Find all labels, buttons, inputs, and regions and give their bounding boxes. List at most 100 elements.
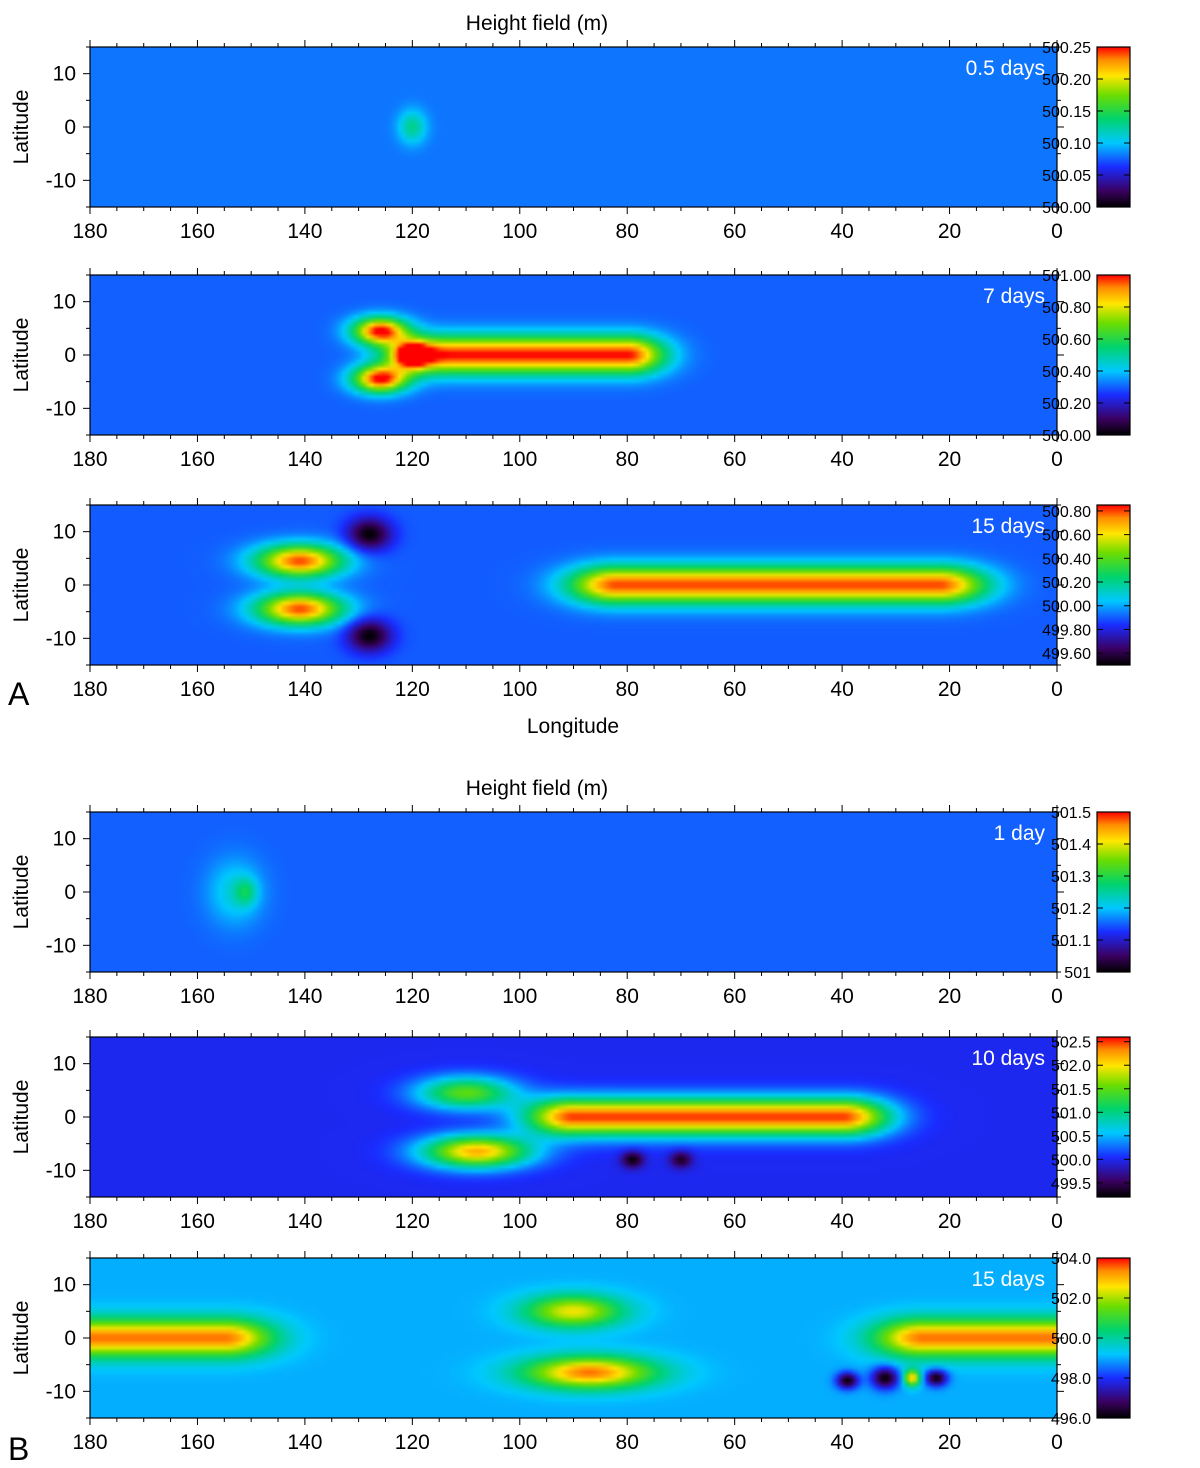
x-tick-label: 160 (180, 220, 215, 243)
x-tick-label: 120 (395, 1431, 430, 1454)
x-tick-label: 140 (287, 448, 322, 471)
colorbar-tick-label: 501.5 (1051, 1082, 1091, 1099)
y-tick-label: 10 (53, 63, 76, 86)
colorbar-tick-label: 500.60 (1042, 528, 1091, 545)
panel-time-label: 0.5 days (966, 57, 1045, 80)
height-field-image (90, 1037, 1057, 1197)
x-tick-label: 0 (1051, 220, 1063, 243)
y-tick-label: 10 (53, 521, 76, 544)
x-tick-label: 80 (616, 678, 639, 701)
x-tick-label: 160 (180, 985, 215, 1008)
colorbar: 500.25 500.20 500.15 500.10 500.05 500.00 (1042, 40, 1131, 217)
x-tick-label: 60 (723, 448, 746, 471)
colorbar-tick-label: 500.80 (1042, 300, 1091, 317)
colorbar-tick-label: 500.10 (1042, 136, 1091, 153)
colorbar-gradient (1096, 274, 1131, 436)
colorbar-gradient (1096, 811, 1131, 973)
y-tick-label: -10 (46, 169, 76, 192)
y-tick-label: 0 (64, 116, 76, 139)
group-b-title: Height field (m) (466, 777, 608, 800)
y-tick-label: 0 (64, 574, 76, 597)
colorbar-tick-label: 501.4 (1051, 837, 1091, 854)
x-tick-label: 60 (723, 1210, 746, 1233)
colorbar-tick-label: 500.20 (1042, 575, 1091, 592)
y-tick-label: 0 (64, 1327, 76, 1350)
colorbar-gradient (1096, 46, 1131, 208)
x-tick-label: 100 (502, 985, 537, 1008)
colorbar-tick-label: 500.40 (1042, 364, 1091, 381)
y-axis-label: Latitude (10, 90, 33, 165)
x-tick-label: 100 (502, 1210, 537, 1233)
x-tick-label: 180 (72, 678, 107, 701)
x-tick-label: 100 (502, 448, 537, 471)
x-tick-label: 120 (395, 448, 430, 471)
colorbar-tick-label: 500.0 (1051, 1331, 1091, 1348)
heatmap-panel-2: 180 160 140 120 100 80 60 40 20 0100-10Latitude7 … (10, 268, 1131, 471)
y-tick-label: -10 (46, 397, 76, 420)
x-tick-label: 180 (72, 1431, 107, 1454)
colorbar: 504.0 502.0 500.0 498.0 496.0 (1051, 1251, 1131, 1428)
x-tick-label: 80 (616, 1431, 639, 1454)
heatmap-panel-3: 180 160 140 120 100 80 60 40 20 0100-10Latitude15… (10, 498, 1131, 701)
y-tick-label: 0 (64, 1106, 76, 1129)
colorbar: 500.80 500.60 500.40 500.20 500.00 499.80 499.… (1042, 504, 1131, 666)
colorbar-tick-label: 500.0 (1051, 1152, 1091, 1169)
x-tick-label: 160 (180, 1210, 215, 1233)
colorbar-tick-label: 500.60 (1042, 332, 1091, 349)
panel-time-label: 1 day (994, 822, 1046, 845)
x-tick-label: 140 (287, 678, 322, 701)
x-tick-label: 140 (287, 1210, 322, 1233)
colorbar-tick-label: 502.5 (1051, 1035, 1091, 1052)
y-axis-label: Latitude (10, 855, 33, 930)
x-tick-label: 20 (938, 220, 961, 243)
heatmap-panel-6: 180 160 140 120 100 80 60 40 20 0100-10Latitude15… (10, 1251, 1131, 1454)
colorbar-tick-label: 496.0 (1051, 1411, 1091, 1428)
x-tick-label: 180 (72, 220, 107, 243)
group-b-label: B (8, 1431, 29, 1467)
x-tick-label: 160 (180, 448, 215, 471)
colorbar-tick-label: 502.0 (1051, 1291, 1091, 1308)
colorbar-gradient (1096, 1036, 1131, 1198)
x-tick-label: 40 (830, 985, 853, 1008)
colorbar-tick-label: 501.0 (1051, 1105, 1091, 1122)
x-tick-label: 0 (1051, 1210, 1063, 1233)
x-tick-label: 40 (830, 220, 853, 243)
colorbar-gradient (1096, 504, 1131, 666)
x-tick-label: 120 (395, 678, 430, 701)
colorbar-tick-label: 500.25 (1042, 40, 1091, 57)
colorbar: 501.5 501.4 501.3 501.2 501.1 501 (1051, 805, 1131, 982)
colorbar-tick-label: 501.3 (1051, 869, 1091, 886)
x-tick-label: 120 (395, 985, 430, 1008)
colorbar-tick-label: 501 (1064, 965, 1091, 982)
colorbar-tick-label: 502.0 (1051, 1058, 1091, 1075)
y-tick-label: 0 (64, 344, 76, 367)
group-a-title: Height field (m) (466, 12, 608, 35)
x-tick-label: 60 (723, 220, 746, 243)
x-tick-label: 0 (1051, 985, 1063, 1008)
colorbar: 501.00 500.80 500.60 500.40 500.20 500.00 (1042, 268, 1131, 445)
x-tick-label: 160 (180, 1431, 215, 1454)
x-tick-label: 20 (938, 448, 961, 471)
group-a-label: A (8, 676, 30, 712)
x-tick-label: 20 (938, 985, 961, 1008)
colorbar-tick-label: 501.2 (1051, 901, 1091, 918)
height-field-image (90, 812, 1057, 972)
colorbar: 502.5 502.0 501.5 501.0 500.5 500.0 499.5 (1051, 1035, 1131, 1198)
colorbar-tick-label: 500.15 (1042, 104, 1091, 121)
x-tick-label: 0 (1051, 1431, 1063, 1454)
x-tick-label: 140 (287, 1431, 322, 1454)
colorbar-tick-label: 500.20 (1042, 72, 1091, 89)
colorbar-tick-label: 500.40 (1042, 551, 1091, 568)
colorbar-tick-label: 499.80 (1042, 622, 1091, 639)
panel-time-label: 15 days (971, 515, 1045, 538)
x-tick-label: 120 (395, 1210, 430, 1233)
y-tick-label: 10 (53, 1274, 76, 1297)
panel-time-label: 7 days (983, 285, 1045, 308)
y-axis-label: Latitude (10, 1301, 33, 1376)
x-tick-label: 160 (180, 678, 215, 701)
heatmap-panel-5: 180 160 140 120 100 80 60 40 20 0100-10Latitude10… (10, 1030, 1131, 1233)
heatmap-panel-1: 180 160 140 120 100 80 60 40 20 0100-10Latitude0.… (10, 40, 1131, 243)
y-tick-label: -10 (46, 934, 76, 957)
height-field-image (90, 275, 1057, 435)
